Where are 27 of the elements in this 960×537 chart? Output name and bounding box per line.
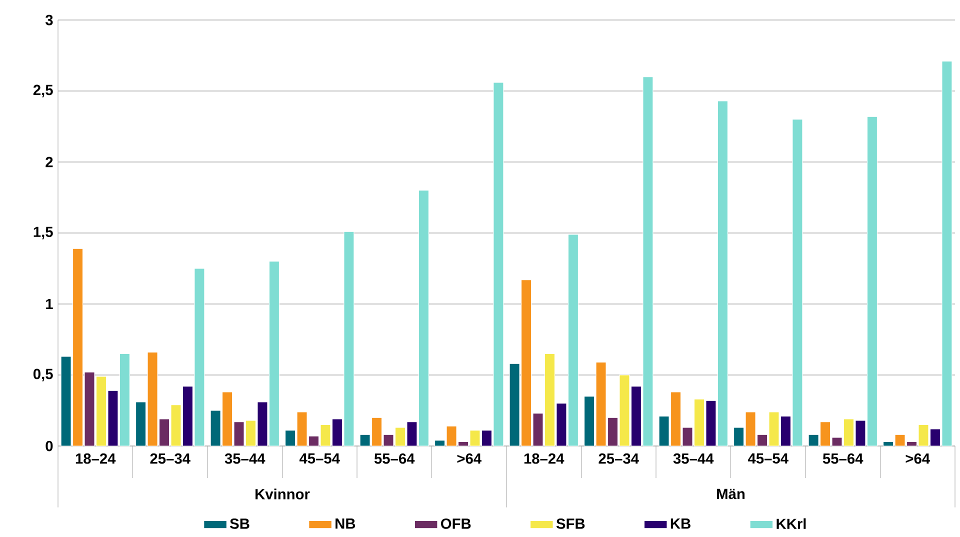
text: Män	[717, 488, 745, 500]
x-tick-label: 18–24	[524, 453, 564, 464]
legend-label: SB	[230, 518, 250, 529]
x-tick-label: 45–54	[748, 453, 788, 464]
y-tick-label: 1	[46, 298, 53, 310]
x-tick-label: 25–34	[598, 453, 639, 464]
x-tick-label: 55–64	[822, 453, 864, 464]
legend-label: KB	[670, 518, 690, 529]
x-tick-label: >64	[906, 453, 930, 464]
legend-label: SFB	[556, 518, 585, 529]
x-tick-label: 18–24	[76, 453, 116, 464]
x-tick-label: 35–44	[673, 453, 714, 464]
x-tick-label: 55–64	[374, 453, 415, 464]
y-tick-label: 1,5	[34, 226, 53, 240]
legend-label: KKrl	[776, 518, 806, 529]
y-tick-label: 0,5	[33, 368, 53, 382]
y-tick-label: 2,5	[33, 84, 53, 98]
y-tick-label: 3	[45, 14, 53, 26]
x-tick-label: >64	[457, 453, 482, 464]
x-tick-label: 25–34	[150, 453, 190, 464]
legend-label: OFB	[441, 518, 471, 529]
y-tick-label: 2	[46, 156, 53, 168]
y-tick-label: 0	[46, 440, 53, 452]
x-tick-label: 35–44	[224, 453, 266, 464]
text: Kvinnor	[256, 488, 310, 500]
legend-label: NB	[336, 518, 356, 529]
x-tick-label: 45–54	[299, 453, 340, 464]
